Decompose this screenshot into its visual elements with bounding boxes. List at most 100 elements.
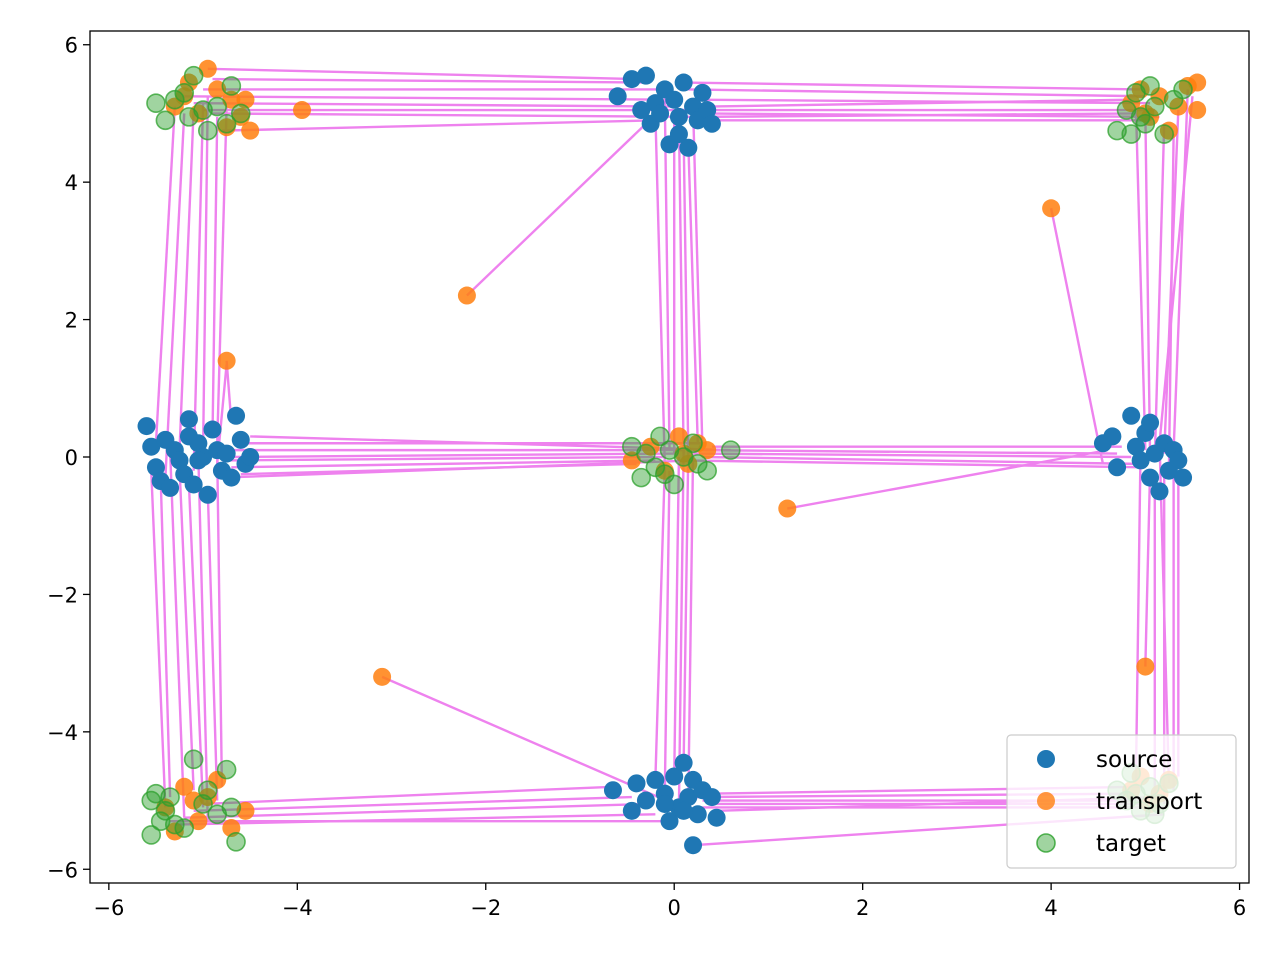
transport-link (174, 813, 656, 826)
transport-link (201, 96, 209, 451)
transport-link (1134, 106, 1147, 451)
source-point (660, 812, 679, 831)
target-point (141, 825, 162, 845)
transport-point (1188, 101, 1207, 120)
target-point (1144, 96, 1165, 117)
transport-link (168, 450, 186, 818)
source-point (231, 430, 250, 449)
target-point (179, 107, 199, 127)
source-point (679, 138, 698, 157)
source-point (622, 801, 641, 820)
transport-link (1049, 208, 1105, 465)
source-point (1103, 427, 1122, 446)
transport-point (1136, 657, 1155, 676)
source-point (1141, 468, 1160, 487)
transport-point (217, 351, 236, 370)
target-point (216, 759, 237, 780)
transport-point (293, 101, 312, 120)
source-point (137, 417, 156, 436)
target-point (197, 120, 218, 141)
transport-point (622, 451, 641, 470)
transport-point (698, 441, 717, 460)
target-point (636, 443, 656, 464)
transport-link (178, 109, 195, 451)
target-point (631, 467, 652, 488)
x-tick-label: 2 (856, 896, 869, 920)
x-tick-label: −6 (93, 896, 124, 920)
x-tick-label: −4 (282, 896, 313, 920)
transport-link (688, 448, 1118, 455)
source-point (1122, 406, 1141, 425)
transport-link (193, 795, 632, 813)
source-point (1131, 451, 1150, 470)
transport-link (677, 120, 685, 454)
source-point (217, 444, 236, 463)
source-point (651, 104, 670, 123)
transport-link (1172, 89, 1189, 451)
transport-point (175, 777, 194, 796)
source-point (669, 107, 688, 126)
source-point (674, 753, 693, 772)
y-tick-label: 6 (65, 34, 78, 58)
target-point (174, 83, 195, 103)
target-point (226, 831, 246, 852)
target-point (1121, 124, 1142, 144)
target-point (720, 440, 741, 460)
y-tick-label: −2 (47, 583, 78, 607)
transport-link (184, 802, 646, 819)
source-point (665, 767, 684, 786)
source-point (655, 794, 674, 813)
target-point (197, 780, 218, 801)
source-point (198, 485, 217, 504)
y-axis: −6 −4 −2 0 2 4 6 (47, 34, 90, 882)
target-point (146, 93, 166, 113)
transport-link (212, 77, 646, 84)
x-tick-label: 6 (1233, 896, 1246, 920)
x-tick-label: 4 (1044, 896, 1057, 920)
transport-link (212, 112, 698, 119)
target-point (230, 103, 251, 124)
target-point (216, 113, 237, 134)
target-point (183, 65, 204, 86)
transport-link (693, 98, 1151, 105)
legend-marker-target (1036, 833, 1056, 853)
source-point (1150, 482, 1169, 501)
transport-link (683, 459, 1146, 469)
source-point (179, 410, 198, 429)
target-point (207, 96, 228, 117)
source-point (674, 73, 693, 92)
transport-link (197, 456, 209, 822)
transport-link (216, 453, 224, 787)
transport-link (682, 134, 690, 458)
transport-link (787, 448, 1108, 510)
target-point (654, 464, 675, 484)
source-point (170, 451, 189, 470)
transport-link (226, 452, 675, 459)
transport-link (654, 113, 666, 464)
source-point (646, 770, 665, 789)
y-tick-label: 4 (65, 171, 78, 195)
source-point (146, 458, 165, 477)
source-point (632, 101, 651, 120)
transport-link (691, 106, 704, 451)
y-tick-label: −4 (47, 721, 78, 745)
transport-link (206, 491, 219, 801)
transport-point (1042, 199, 1061, 218)
source-point (702, 114, 721, 133)
target-point (221, 797, 242, 818)
target-point (1140, 76, 1160, 96)
source-point (222, 468, 241, 487)
source-point (669, 125, 688, 144)
target-point (221, 76, 242, 96)
transport-link (1144, 470, 1152, 667)
source-point (693, 83, 712, 102)
transport-point (222, 90, 241, 109)
source-point (702, 788, 721, 807)
transport-link (688, 88, 1146, 98)
x-axis: −6 −4 −2 0 2 4 6 (93, 883, 1246, 920)
source-point (142, 437, 161, 456)
transport-link (221, 459, 694, 479)
source-point (627, 774, 646, 793)
transport-link (1158, 96, 1194, 444)
